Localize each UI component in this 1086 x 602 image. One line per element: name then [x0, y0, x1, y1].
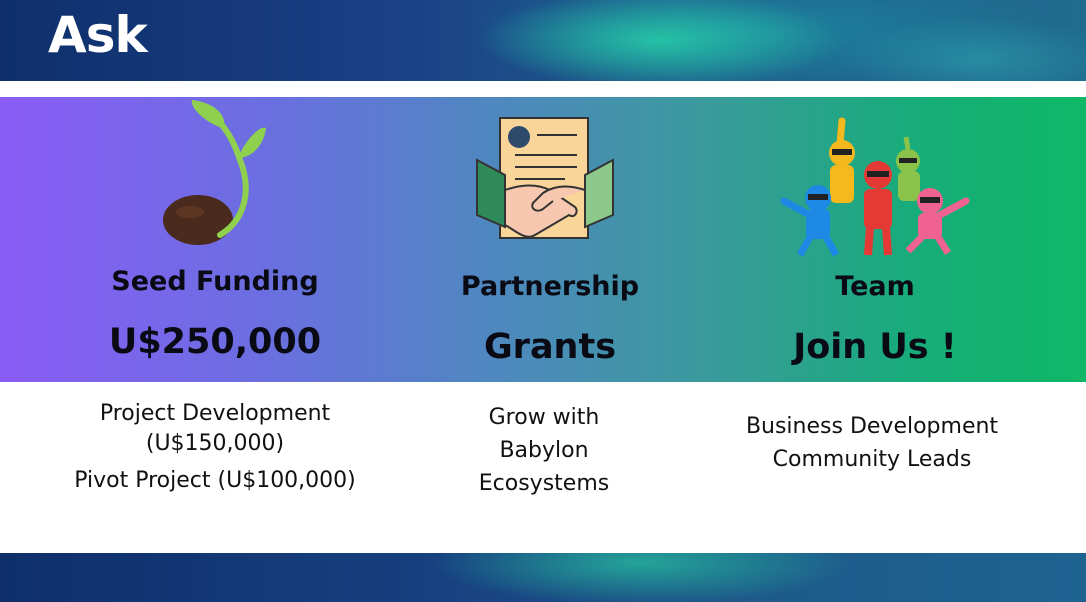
seed-funding-column: Seed Funding — [60, 266, 370, 297]
team-value: Join Us ! — [793, 327, 957, 367]
partnership-details: Grow with Babylon Ecosystems — [434, 401, 654, 500]
detail-line: Community Leads — [772, 447, 972, 472]
seed-funding-amount: U$250,000 — [108, 322, 322, 362]
team-heading: Team — [835, 271, 915, 302]
handshake-contract-icon — [476, 117, 614, 239]
partnership-heading: Partnership — [460, 271, 640, 302]
partnership-value: Grants — [483, 327, 617, 367]
detail-line: Ecosystems — [478, 471, 610, 496]
detail-line: (U$150,000) — [145, 431, 285, 456]
team-heroes-icon — [780, 117, 970, 257]
detail-line: Business Development — [745, 414, 999, 439]
team-column: Team — [735, 271, 1015, 302]
footer-aurora-background — [0, 553, 1086, 602]
seed-funding-value-wrap: U$250,000 — [60, 322, 370, 362]
details-panel — [0, 382, 1086, 553]
header-aurora-background — [0, 0, 1086, 81]
partnership-column: Partnership — [400, 271, 700, 302]
detail-line: Project Development — [99, 401, 331, 426]
detail-line: Babylon — [499, 438, 589, 463]
detail-line: Grow with — [488, 405, 600, 430]
team-value-wrap: Join Us ! — [735, 327, 1015, 367]
page-title: Ask — [48, 6, 148, 64]
partnership-value-wrap: Grants — [400, 327, 700, 367]
seed-funding-details: Project Development (U$150,000) Pivot Pr… — [40, 397, 390, 497]
divider — [0, 81, 1086, 97]
sprout-icon — [163, 100, 266, 245]
seed-funding-heading: Seed Funding — [111, 266, 319, 297]
team-details: Business Development Community Leads — [722, 410, 1022, 476]
detail-line: Pivot Project (U$100,000) — [74, 468, 356, 493]
